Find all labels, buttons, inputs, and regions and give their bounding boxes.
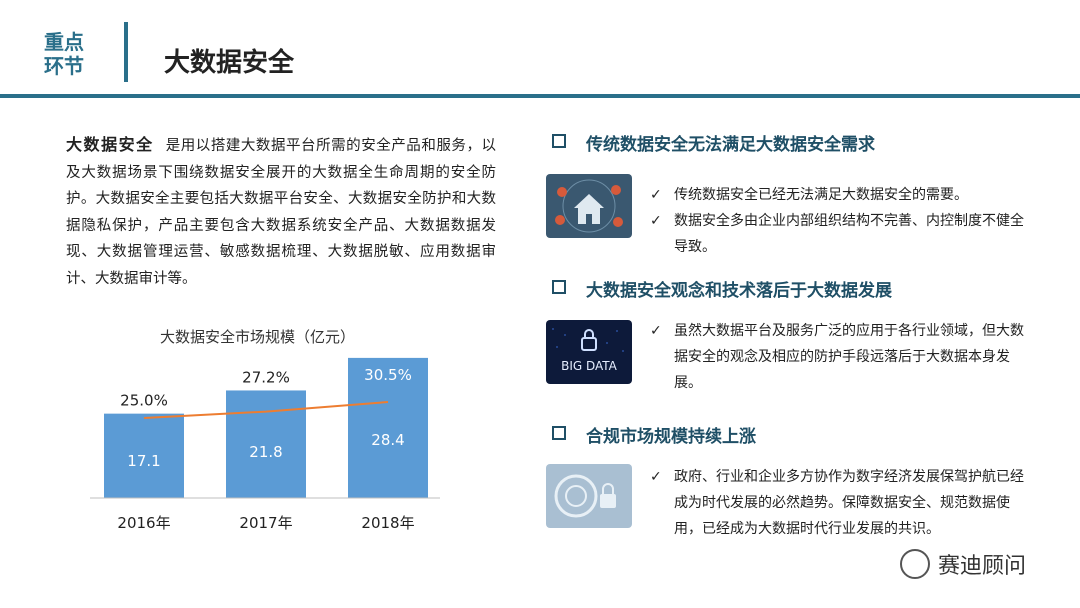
- check-icon: ✓: [650, 469, 662, 485]
- bullet-item: ✓ 数据安全多由企业内部组织结构不完善、内控制度不健全导致。: [648, 208, 1028, 260]
- big-data-lock-image: BIG DATA: [546, 320, 632, 384]
- chart-title: 大数据安全市场规模（亿元）: [160, 328, 356, 346]
- chart-category-label: 2017年: [239, 514, 292, 532]
- chart-growth-label: 25.0%: [120, 392, 168, 410]
- watermark-text: 赛迪顾问: [938, 554, 1027, 579]
- square-bullet-icon: [552, 426, 566, 440]
- chart-growth-line: [143, 401, 389, 419]
- chart-bar: [104, 413, 184, 498]
- chart-bar: [348, 357, 428, 498]
- section-tag: 重点 环节: [44, 30, 94, 78]
- chart-growth-label: 27.2%: [242, 368, 290, 386]
- digital-lock-image: [546, 464, 632, 528]
- bullet-text: 传统数据安全已经无法满足大数据安全的需要。: [674, 187, 968, 203]
- chart-bar-value-label: 28.4: [371, 431, 404, 449]
- section-heading-3: 合规市场规模持续上涨: [552, 422, 756, 447]
- section-heading-1-text: 传统数据安全无法满足大数据安全需求: [586, 135, 875, 155]
- market-size-chart: 17.1 2016年 25.0% 21.8 2017年 27.2% 28.4 2018年 30.…: [90, 357, 440, 532]
- section-heading-2-text: 大数据安全观念和技术落后于大数据发展: [586, 281, 892, 301]
- intro-lead: 大数据安全: [66, 135, 154, 154]
- intro-paragraph: 大数据安全 是用以搭建大数据平台所需的安全产品和服务，以及大数据场景下围绕数据安全…: [66, 132, 496, 292]
- section-heading-2: 大数据安全观念和技术落后于大数据发展: [552, 276, 892, 301]
- section-heading-3-text: 合规市场规模持续上涨: [586, 427, 756, 447]
- slide-title: 大数据安全: [164, 48, 295, 78]
- big-data-label: BIG DATA: [561, 359, 618, 373]
- slide-header: 重点 环节 大数据安全: [0, 0, 1080, 98]
- chart-bar-value-label: 17.1: [127, 452, 160, 470]
- chart-category-label: 2018年: [361, 514, 414, 532]
- square-bullet-icon: [552, 134, 566, 148]
- intro-body: 是用以搭建大数据平台所需的安全产品和服务，以及大数据场景下围绕数据安全展开的大数…: [66, 138, 496, 287]
- bullet-text: 数据安全多由企业内部组织结构不完善、内控制度不健全导致。: [674, 213, 1024, 255]
- square-bullet-icon: [552, 280, 566, 294]
- bullet-item: ✓ 政府、行业和企业多方协作为数字经济发展保驾护航已经成为时代发展的必然趋势。保障…: [648, 464, 1028, 542]
- section-2-bullets: ✓ 虽然大数据平台及服务广泛的应用于各行业领域，但大数据安全的观念及相应的防护手段…: [648, 318, 1028, 396]
- section-tag-line2: 环节: [44, 54, 84, 78]
- bullet-text: 政府、行业和企业多方协作为数字经济发展保驾护航已经成为时代发展的必然趋势。保障数…: [674, 469, 1024, 537]
- section-tag-line1: 重点: [44, 30, 84, 54]
- bullet-item: ✓ 虽然大数据平台及服务广泛的应用于各行业领域，但大数据安全的观念及相应的防护手段…: [648, 318, 1028, 396]
- header-rule: [0, 94, 1080, 98]
- chart-bar-value-label: 21.8: [249, 443, 282, 461]
- section-1-bullets: ✓ 传统数据安全已经无法满足大数据安全的需要。 ✓ 数据安全多由企业内部组织结构不完…: [648, 182, 1028, 260]
- smart-home-security-image: [546, 174, 632, 238]
- bullet-text: 虽然大数据平台及服务广泛的应用于各行业领域，但大数据安全的观念及相应的防护手段远…: [674, 323, 1024, 391]
- check-icon: ✓: [650, 213, 662, 229]
- section-heading-1: 传统数据安全无法满足大数据安全需求: [552, 130, 875, 155]
- wechat-icon: [900, 549, 930, 579]
- bullet-item: ✓ 传统数据安全已经无法满足大数据安全的需要。: [648, 182, 1028, 208]
- chart-bar: [226, 390, 306, 498]
- header-divider: [124, 22, 128, 82]
- watermark: 赛迪顾问: [900, 548, 1026, 580]
- check-icon: ✓: [650, 187, 662, 203]
- chart-category-label: 2016年: [117, 514, 170, 532]
- section-3-bullets: ✓ 政府、行业和企业多方协作为数字经济发展保驾护航已经成为时代发展的必然趋势。保障…: [648, 464, 1028, 542]
- chart-growth-label: 30.5%: [364, 366, 412, 384]
- check-icon: ✓: [650, 323, 662, 339]
